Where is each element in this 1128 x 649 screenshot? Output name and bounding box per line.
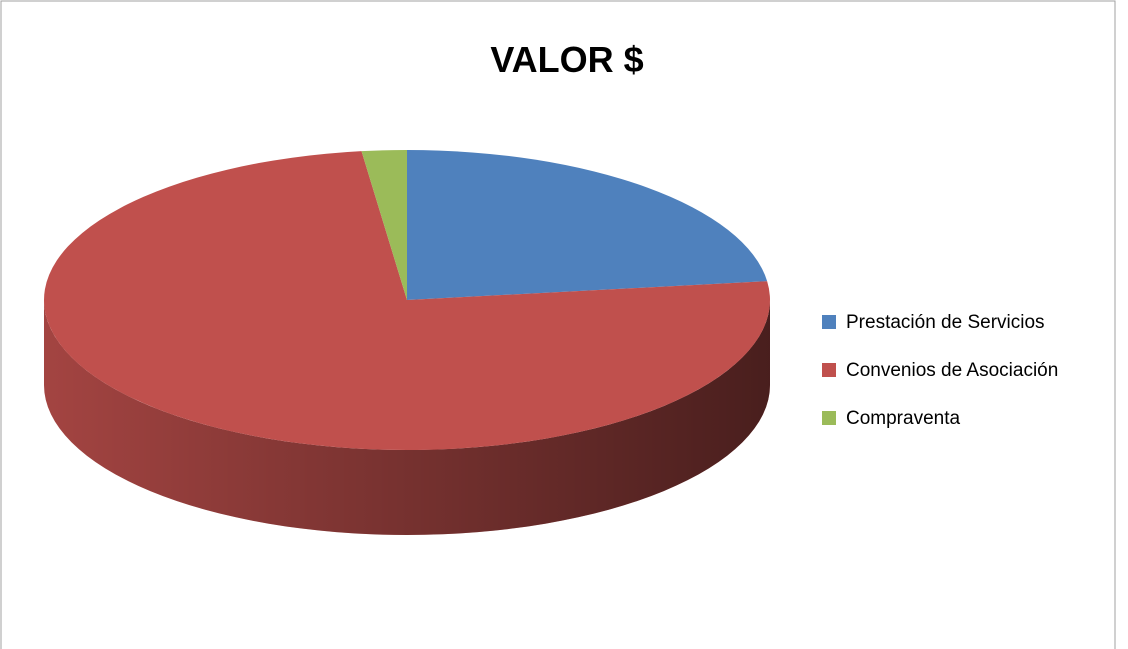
legend-swatch bbox=[822, 411, 836, 425]
pie bbox=[43, 150, 771, 535]
slice bbox=[361, 150, 407, 300]
legend: Prestación de Servicios Convenios de Asoc… bbox=[822, 312, 1058, 429]
legend-swatch bbox=[822, 363, 836, 377]
slice bbox=[407, 150, 768, 300]
slice-side-shade bbox=[44, 300, 770, 535]
slice-side bbox=[44, 300, 770, 535]
chart-title: VALOR $ bbox=[490, 39, 643, 80]
legend-swatch bbox=[822, 315, 836, 329]
slice bbox=[43, 151, 771, 451]
legend-label: Compraventa bbox=[846, 408, 960, 429]
legend-label: Prestación de Servicios bbox=[846, 312, 1045, 333]
legend-label: Convenios de Asociación bbox=[846, 360, 1058, 381]
